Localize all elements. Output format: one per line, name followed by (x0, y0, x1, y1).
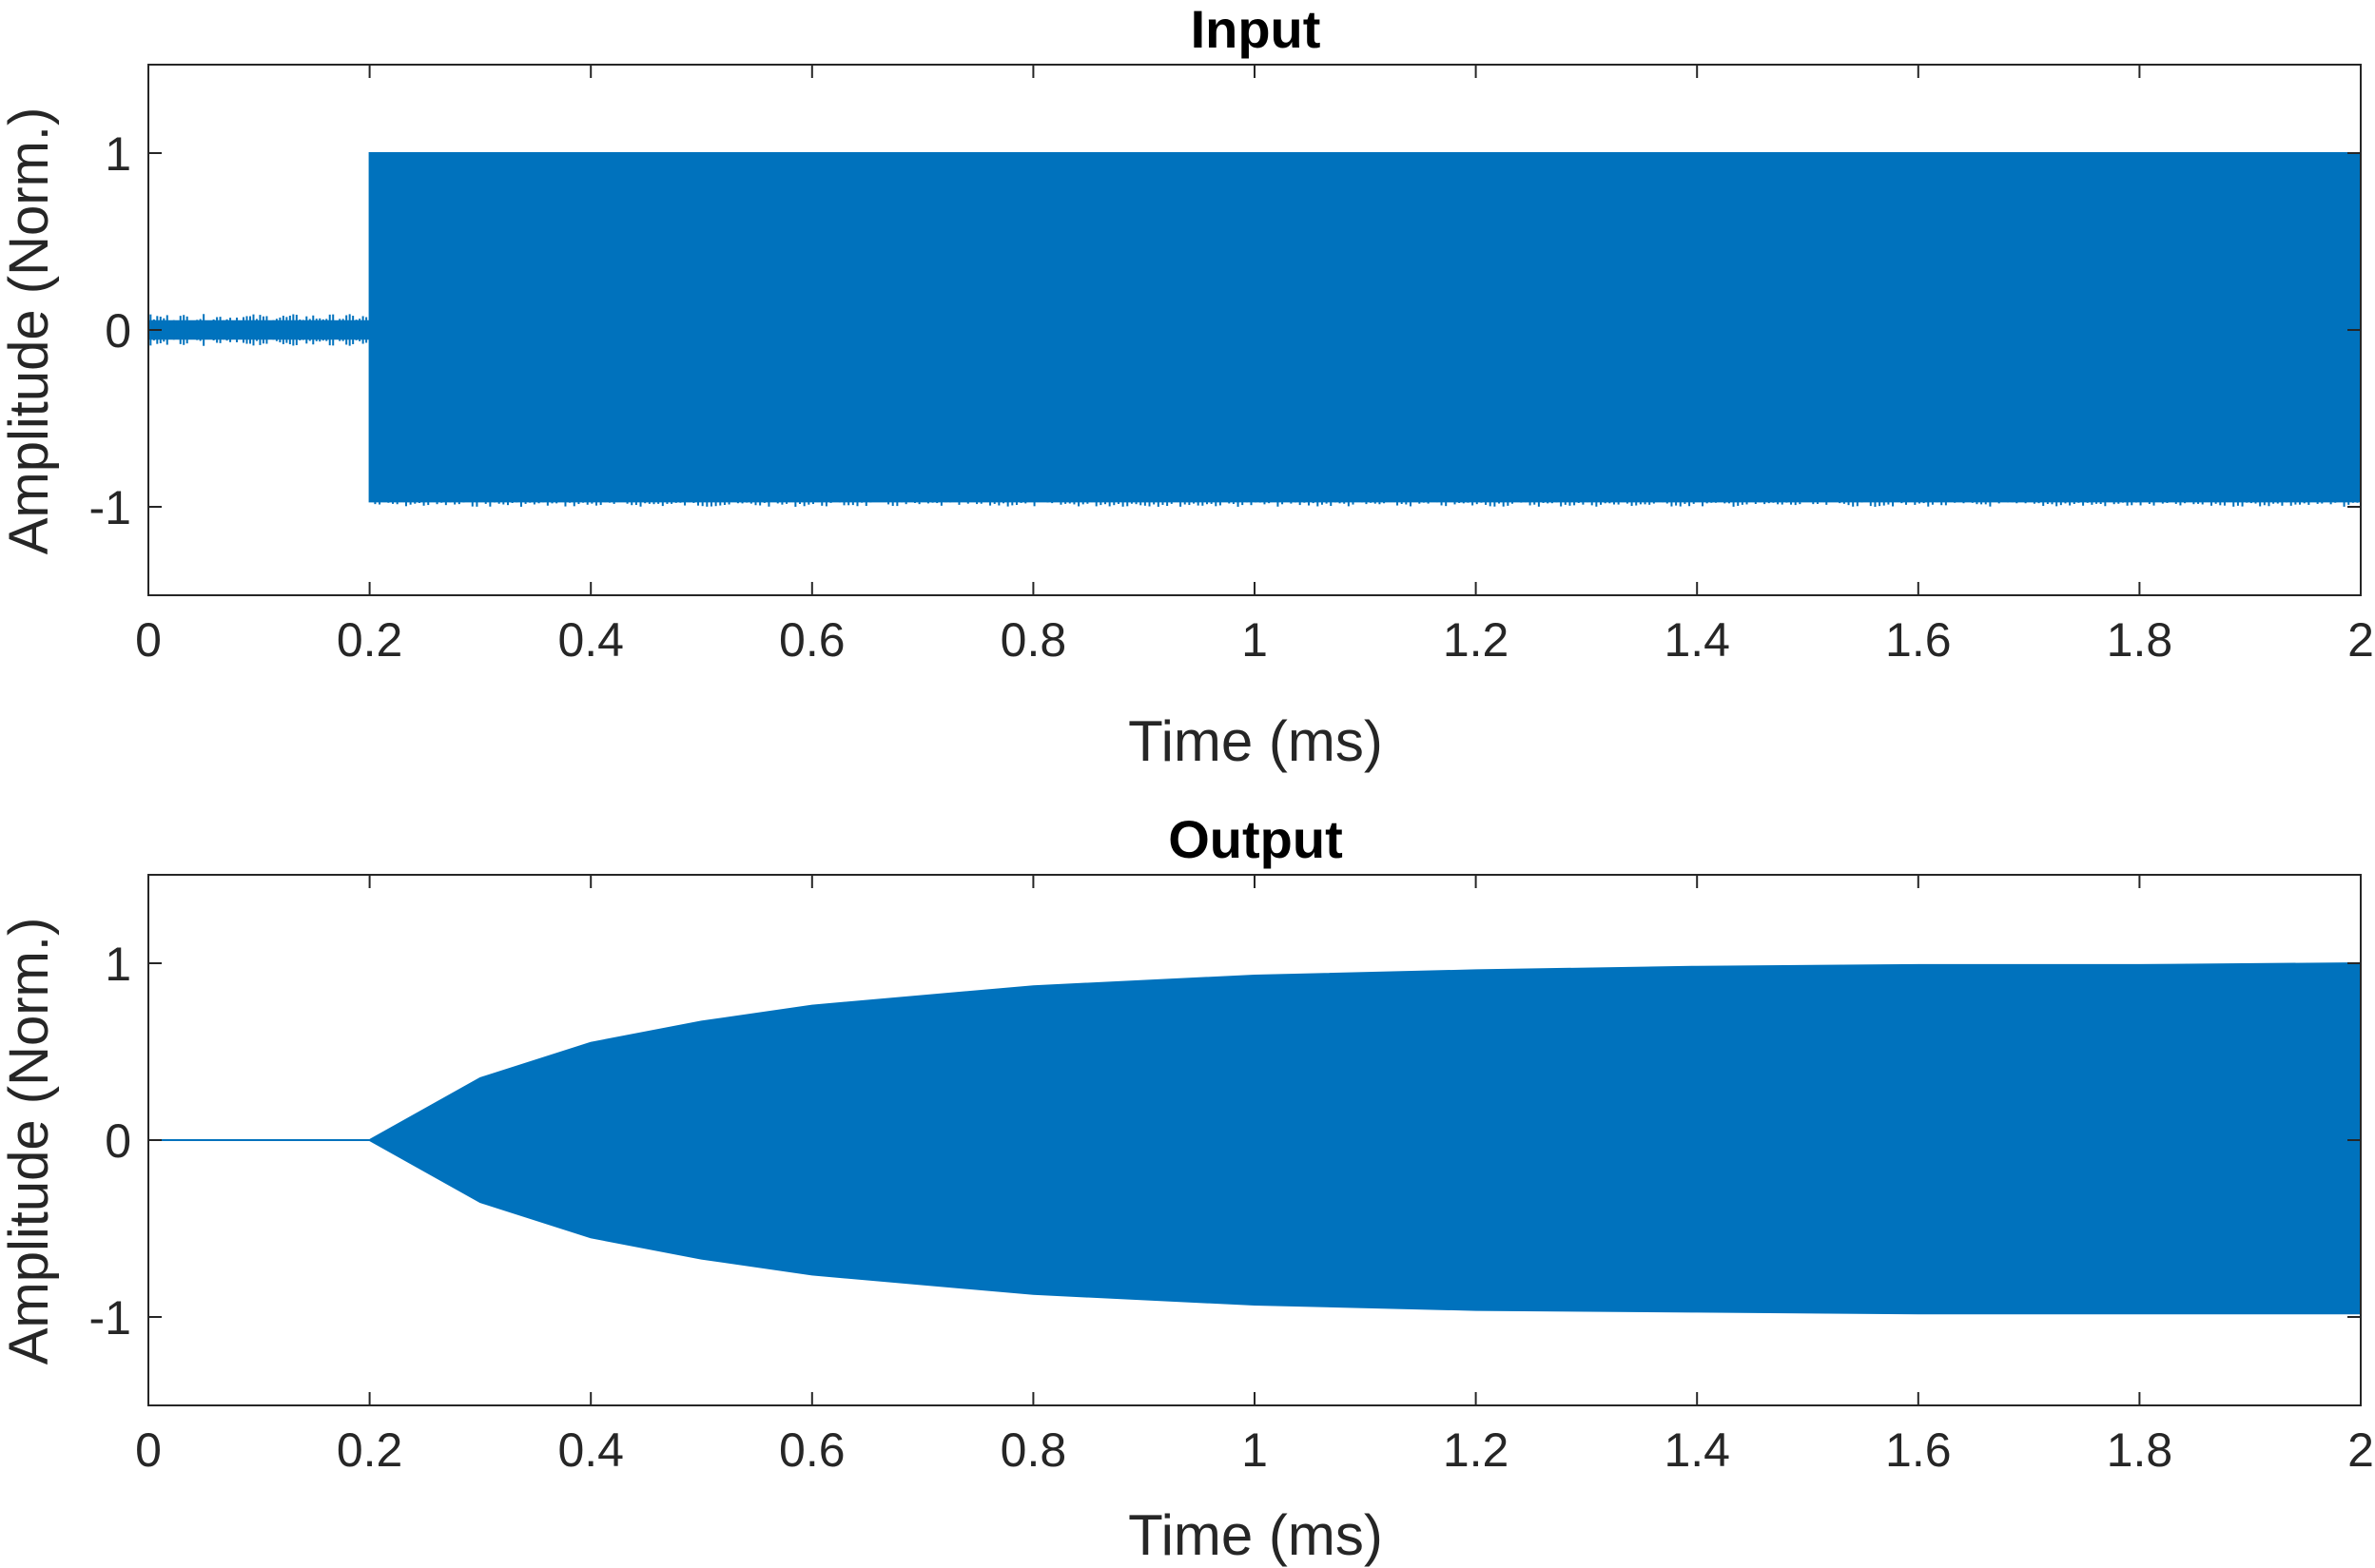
x-tick-label: 0.2 (337, 1423, 403, 1477)
y-tick-label: 0 (105, 304, 131, 358)
x-tick-label: 0.4 (557, 613, 624, 667)
signal-envelope (148, 961, 2362, 1315)
x-tick-label: 1.8 (2107, 613, 2173, 667)
x-tick-label: 2 (2347, 613, 2374, 667)
y-tick-label: -1 (89, 481, 131, 534)
x-tick-label: 1.8 (2107, 1423, 2173, 1477)
x-tick-label: 0 (135, 613, 162, 667)
input-chart-title: Input (1191, 0, 1321, 59)
x-tick-label: 1.4 (1664, 613, 1730, 667)
y-tick-label: 0 (105, 1114, 131, 1168)
input-chart: Input 0 0.2 0.4 0.6 0.8 1 1.2 1.4 1.6 1.8 2 -1 0 1 Ti… (0, 0, 2374, 773)
x-tick-label: 1 (1241, 1423, 1268, 1477)
y-tick-label: -1 (89, 1291, 131, 1345)
signal-envelope (147, 152, 2362, 503)
x-tick-label: 0.4 (557, 1423, 624, 1477)
y-tick-label: 1 (105, 127, 131, 181)
input-plot-area: 0 0.2 0.4 0.6 0.8 1 1.2 1.4 1.6 1.8 2 -1 0 1 (89, 64, 2374, 667)
x-tick-label: 1.2 (1443, 1423, 1509, 1477)
x-tick-label: 1 (1241, 613, 1268, 667)
input-y-axis-label: Amplitude (Norm.) (0, 107, 60, 555)
x-tick-label: 0.2 (337, 613, 403, 667)
y-tick-label: 1 (105, 938, 131, 991)
output-plot-area: 0 0.2 0.4 0.6 0.8 1 1.2 1.4 1.6 1.8 2 -1 0 1 (89, 874, 2374, 1477)
output-chart: Output 0 0.2 0.4 0.6 0.8 1 1.2 1.4 1.6 1.8 2 -1 0 1 T… (0, 809, 2374, 1567)
input-x-axis-label: Time (ms) (1128, 709, 1383, 773)
signal-noise (149, 314, 2359, 507)
x-tick-label: 2 (2347, 1423, 2374, 1477)
x-tick-label: 0 (135, 1423, 162, 1477)
output-x-axis-label: Time (ms) (1128, 1503, 1383, 1567)
x-tick-label: 0.6 (779, 613, 846, 667)
x-tick-label: 1.2 (1443, 613, 1509, 667)
x-tick-label: 0.6 (779, 1423, 846, 1477)
x-tick-label: 1.6 (1885, 613, 1952, 667)
x-tick-label: 1.4 (1664, 1423, 1730, 1477)
x-tick-label: 0.8 (1001, 1423, 1067, 1477)
output-chart-title: Output (1168, 809, 1342, 869)
x-tick-label: 1.6 (1885, 1423, 1952, 1477)
x-tick-label: 0.8 (1001, 613, 1067, 667)
output-y-axis-label: Amplitude (Norm.) (0, 918, 60, 1365)
